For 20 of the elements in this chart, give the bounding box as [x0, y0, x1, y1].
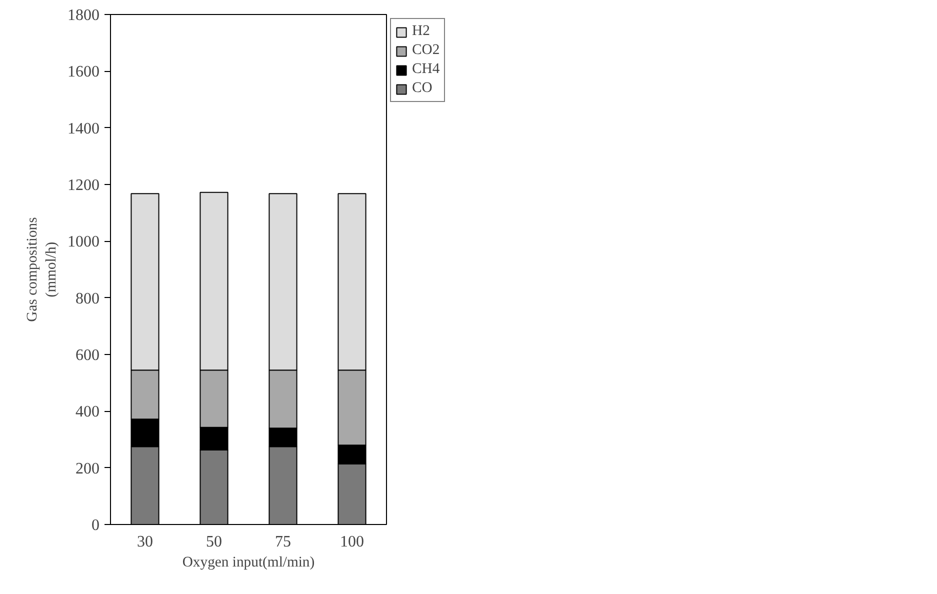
x-tick-label: 30 — [137, 534, 153, 550]
y-tick-label: 400 — [76, 404, 100, 421]
legend-label: CH4 — [412, 61, 440, 78]
legend-label: CO — [412, 80, 432, 97]
y-tick-label: 1800 — [68, 7, 100, 24]
y-tick-label: 1600 — [68, 64, 100, 81]
x-tick-label: 50 — [206, 534, 222, 550]
y-tick-label: 1400 — [68, 120, 100, 138]
legend-label: H2 — [412, 23, 431, 40]
y-axis-title: Gas compositions (mmol/h) — [24, 216, 60, 322]
x-tick-label: 75 — [275, 534, 291, 550]
y-tick-label: 200 — [76, 460, 100, 478]
y-tick-label: 1000 — [68, 234, 100, 251]
legend-label: CO2 — [412, 42, 440, 59]
x-tick-label: 100 — [340, 534, 364, 550]
y-tick-label: 600 — [76, 347, 100, 364]
x-axis-title: Oxygen input(ml/min) — [182, 554, 315, 570]
y-tick-label: 0 — [92, 517, 100, 534]
y-tick-label: 800 — [76, 290, 100, 308]
y-tick-label: 1200 — [68, 177, 100, 194]
